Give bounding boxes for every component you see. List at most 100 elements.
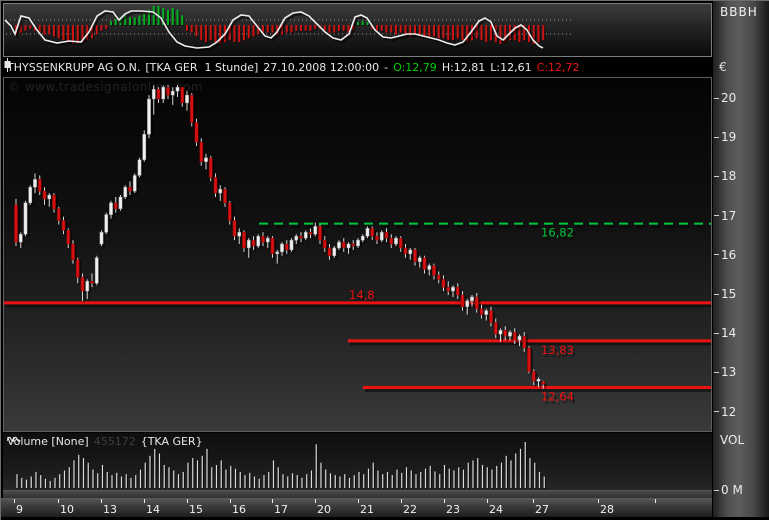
candle-body	[256, 235, 261, 247]
candle-body	[47, 194, 52, 200]
price-tick	[714, 411, 719, 413]
candle-body	[451, 286, 455, 292]
candle-body	[427, 265, 432, 270]
histogram-bar	[76, 25, 79, 44]
date-tick	[598, 499, 599, 503]
oscillator-chart[interactable]	[4, 4, 711, 56]
histogram-bar	[433, 25, 435, 37]
price-axis-label: 16	[714, 248, 736, 262]
candle-body	[346, 243, 351, 249]
date-label: 20	[317, 503, 331, 516]
level-label: 12,64	[541, 390, 574, 404]
candle-body	[94, 257, 99, 284]
volume-zero-label: 0 M	[714, 483, 743, 497]
histogram-bar	[262, 25, 264, 35]
volume-chart[interactable]	[3, 433, 712, 498]
histogram-bar	[409, 25, 412, 37]
histogram-bar	[285, 25, 288, 33]
candle-body	[436, 275, 441, 280]
date-label: 27	[535, 503, 549, 516]
histogram-bar	[219, 25, 222, 44]
price-axis-label: 19	[714, 130, 736, 144]
histogram-bar	[537, 25, 540, 43]
histogram-bar	[452, 25, 454, 41]
candle-body	[208, 157, 213, 178]
candle-body	[232, 220, 237, 237]
candle-body	[151, 88, 156, 100]
candle-body	[341, 241, 346, 249]
candle-body	[474, 296, 479, 309]
histogram-bar	[276, 25, 279, 35]
candle-body	[18, 233, 23, 243]
histogram-bar	[19, 25, 22, 33]
date-label: 15	[189, 503, 203, 516]
histogram-bar	[195, 25, 198, 37]
candle-body	[270, 237, 275, 255]
histogram-bar	[447, 25, 450, 41]
volume-panel[interactable]: Volume [None] 455172 {TKA GER}	[3, 433, 712, 499]
price-tick	[714, 136, 719, 138]
histogram-bar	[38, 25, 41, 33]
candle-body	[90, 281, 94, 284]
histogram-bar	[361, 21, 364, 25]
date-tick	[14, 499, 15, 503]
candle-body	[242, 232, 246, 249]
date-axis[interactable]: 9 10 13 14 15 16 17 20 21 22 23 24 27 28	[1, 498, 712, 517]
volume-header: Volume [None] 455172 {TKA GER}	[7, 434, 203, 448]
candle-body	[123, 186, 128, 198]
candle-body	[356, 239, 360, 247]
candle-body	[318, 226, 322, 241]
histogram-bar	[475, 25, 478, 39]
indicator-panel[interactable]	[3, 3, 712, 57]
candle-body	[460, 294, 465, 308]
candle-body	[479, 308, 484, 315]
histogram-bar	[257, 25, 260, 35]
histogram-bar	[466, 25, 469, 43]
histogram-bar	[504, 25, 507, 43]
histogram-bar	[376, 25, 378, 31]
candle-body	[265, 237, 270, 243]
candle-body	[261, 235, 265, 243]
price-chart-panel[interactable]: © www.tradesignalonline.com 16,82 14,8 13,…	[3, 77, 712, 432]
candle-body	[432, 265, 436, 276]
candle-body	[66, 230, 71, 245]
date-tick	[187, 499, 188, 503]
date-label: 21	[360, 503, 374, 516]
price-axis[interactable]: BBBH € VOL 20 19 18 17 16 15 14 13 12 0 M	[712, 1, 769, 517]
date-label: 10	[60, 503, 74, 516]
candlestick-chart[interactable]: 16,82 14,8 13,83 12,64	[4, 78, 711, 431]
high-value: H:12,81	[441, 60, 486, 74]
candle-body	[14, 204, 18, 243]
histogram-bar	[238, 25, 241, 43]
candle-body	[37, 179, 42, 192]
date-label: 14	[146, 503, 160, 516]
histogram-bar	[442, 25, 445, 39]
histogram-bar	[205, 25, 207, 43]
histogram-bar	[176, 9, 179, 25]
date-label: 9	[16, 503, 23, 516]
histogram-bar	[461, 25, 464, 41]
histogram-bar	[395, 25, 397, 35]
candle-body	[185, 94, 189, 104]
candle-body	[384, 232, 389, 239]
candle-body	[204, 157, 208, 162]
candle-body	[137, 159, 142, 176]
price-tick	[714, 215, 719, 217]
histogram-bar	[138, 15, 141, 25]
price-tick	[714, 371, 719, 373]
histogram-bar	[490, 25, 492, 41]
histogram-bar	[328, 25, 331, 33]
currency-label: €	[719, 60, 727, 74]
candle-body	[275, 251, 280, 255]
candle-body	[517, 335, 522, 341]
candle-body	[142, 134, 147, 161]
level-lines: 16,82 14,8 13,83 12,64	[4, 222, 711, 404]
histogram-bar	[309, 25, 312, 31]
candle-body	[365, 228, 370, 237]
candle-body	[508, 331, 512, 337]
date-tick	[272, 499, 273, 503]
candle-body	[389, 237, 394, 245]
date-label: 28	[600, 503, 614, 516]
low-value: L:12,61	[490, 60, 532, 74]
